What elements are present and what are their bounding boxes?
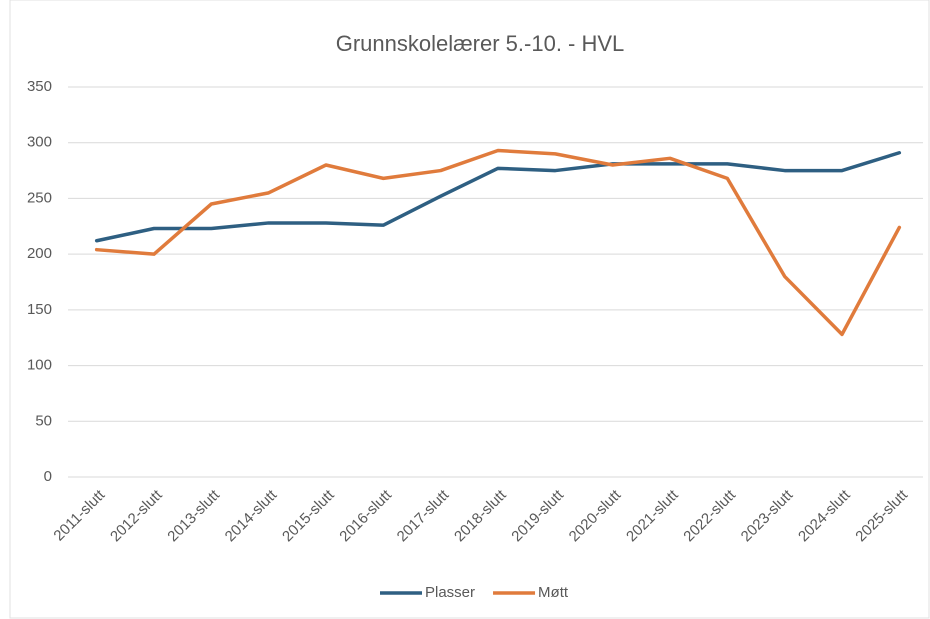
series-line: [94, 150, 902, 243]
y-tick-label: 300: [27, 134, 52, 151]
legend-label: Møtt: [538, 584, 569, 601]
y-tick-label: 50: [35, 412, 52, 429]
chart-title: Grunnskolelærer 5.-10. - HVL: [336, 31, 625, 56]
y-tick-label: 150: [27, 301, 52, 318]
series-line: [94, 148, 902, 337]
legend-label: Plasser: [425, 584, 475, 601]
y-tick-label: 350: [27, 78, 52, 95]
chart-frame: [9, 0, 930, 619]
y-tick-label: 200: [27, 245, 52, 262]
y-tick-label: 0: [44, 468, 52, 485]
y-tick-label: 100: [27, 357, 52, 374]
y-tick-label: 250: [27, 189, 52, 206]
